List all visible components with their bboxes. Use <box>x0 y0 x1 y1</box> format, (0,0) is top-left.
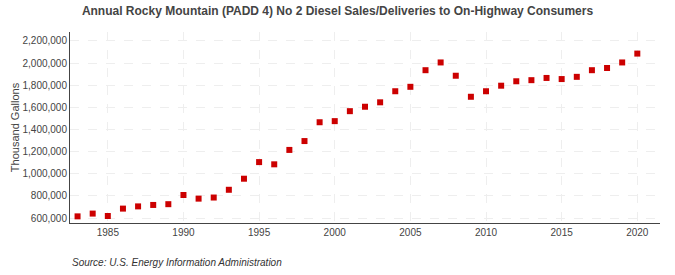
svg-text:2005: 2005 <box>399 227 422 238</box>
svg-text:2000: 2000 <box>324 227 347 238</box>
svg-text:1,800,000: 1,800,000 <box>23 80 68 91</box>
svg-text:1,000,000: 1,000,000 <box>23 168 68 179</box>
svg-text:1990: 1990 <box>172 227 195 238</box>
svg-text:2,200,000: 2,200,000 <box>23 35 68 46</box>
svg-text:1,600,000: 1,600,000 <box>23 102 68 113</box>
svg-text:2010: 2010 <box>475 227 498 238</box>
svg-text:Source: U.S. Energy Informatio: Source: U.S. Energy Information Administ… <box>72 257 282 268</box>
svg-text:1,200,000: 1,200,000 <box>23 146 68 157</box>
svg-text:Thousand Gallons: Thousand Gallons <box>9 82 21 172</box>
svg-text:800,000: 800,000 <box>31 190 68 201</box>
svg-text:2,000,000: 2,000,000 <box>23 58 68 69</box>
svg-text:1995: 1995 <box>248 227 271 238</box>
svg-text:1,400,000: 1,400,000 <box>23 124 68 135</box>
svg-text:Annual Rocky Mountain (PADD 4): Annual Rocky Mountain (PADD 4) No 2 Dies… <box>82 4 594 18</box>
svg-text:1985: 1985 <box>97 227 120 238</box>
svg-text:2015: 2015 <box>551 227 574 238</box>
svg-text:2020: 2020 <box>626 227 649 238</box>
svg-text:600,000: 600,000 <box>31 213 68 224</box>
